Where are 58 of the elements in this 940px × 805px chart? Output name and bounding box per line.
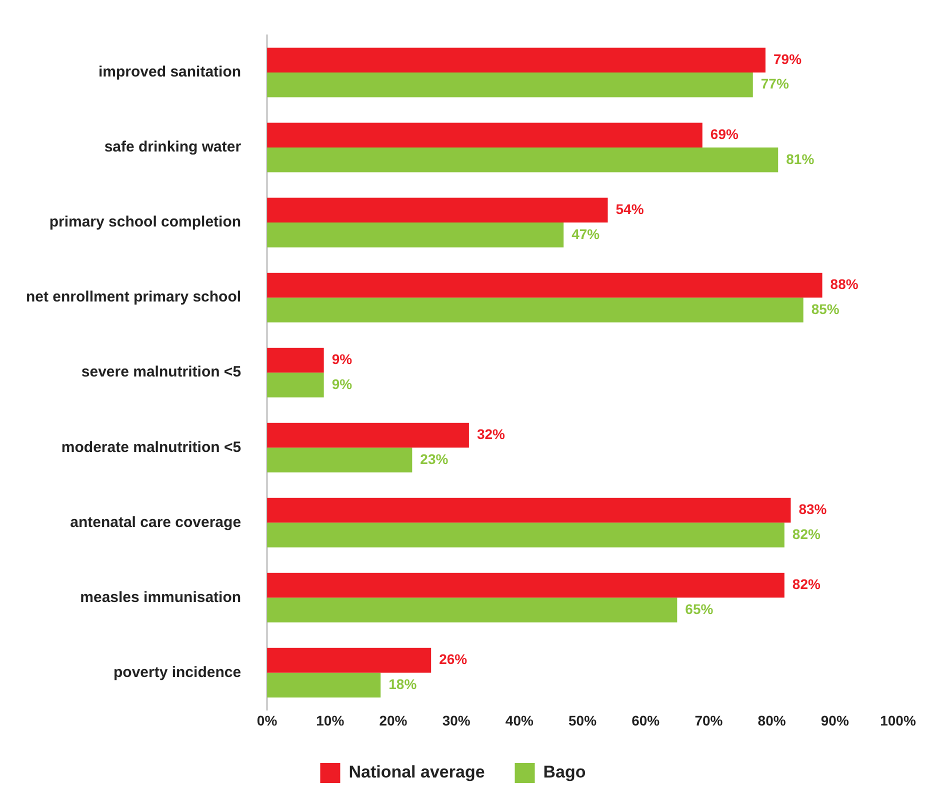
- bar: [267, 48, 766, 73]
- data-label: 26%: [439, 651, 468, 668]
- x-tick-label: 30%: [442, 712, 471, 728]
- y-tick-label: safe drinking water: [104, 138, 242, 156]
- bar: [267, 422, 469, 448]
- data-label: 85%: [811, 300, 840, 317]
- data-label: 18%: [388, 676, 418, 692]
- data-label: 23%: [420, 450, 449, 467]
- data-label: 82%: [792, 576, 821, 592]
- bar: [267, 272, 822, 298]
- data-label: 82%: [792, 526, 821, 542]
- bar: [267, 148, 778, 172]
- data-label: 81%: [786, 150, 815, 167]
- x-tick-label: 0%: [256, 712, 278, 728]
- legend-label: National average: [348, 762, 485, 782]
- x-tick-label: 50%: [568, 712, 598, 728]
- bar: [267, 348, 324, 373]
- data-label: 79%: [774, 50, 802, 67]
- x-tick-label: 60%: [632, 712, 660, 728]
- data-label: 88%: [830, 276, 859, 292]
- data-label: 54%: [616, 201, 644, 218]
- legend-label: Bago: [543, 762, 586, 782]
- x-tick-label: 100%: [880, 712, 916, 728]
- x-tick-label: 20%: [379, 712, 408, 728]
- bar: [267, 648, 432, 673]
- y-tick-label: antenatal care coverage: [70, 514, 242, 531]
- bar: [267, 672, 381, 698]
- x-tick-label: 80%: [758, 712, 786, 728]
- x-tick-label: 10%: [316, 712, 345, 728]
- bar: [267, 372, 324, 398]
- bar: [267, 298, 804, 322]
- bar: [267, 198, 608, 223]
- data-label: 47%: [572, 226, 600, 242]
- data-label: 9%: [332, 351, 353, 368]
- y-tick-label: measles immunisation: [80, 588, 242, 606]
- data-label: 77%: [760, 76, 790, 92]
- bar: [267, 498, 791, 523]
- x-tick-label: 70%: [694, 712, 724, 728]
- x-tick-label: 90%: [820, 712, 850, 728]
- y-tick-label: severe malnutrition <5: [81, 364, 242, 381]
- bar: [267, 222, 564, 248]
- y-tick-label: primary school completion: [49, 214, 242, 231]
- data-label: 69%: [710, 126, 739, 142]
- y-tick-label: net enrollment primary school: [26, 288, 242, 306]
- bar: [267, 448, 412, 472]
- data-label: 32%: [476, 426, 506, 442]
- y-tick-label: improved sanitation: [98, 64, 242, 81]
- bar: [267, 522, 784, 548]
- x-tick-label: 40%: [505, 712, 534, 728]
- data-label: 83%: [798, 501, 828, 518]
- data-label: 9%: [332, 376, 353, 392]
- bar: [267, 122, 702, 148]
- bar: [267, 72, 753, 98]
- data-label: 65%: [685, 600, 714, 617]
- bar: [267, 572, 784, 598]
- bar: [267, 598, 678, 622]
- y-tick-label: moderate malnutrition <5: [61, 438, 242, 456]
- y-tick-label: poverty incidence: [114, 664, 242, 681]
